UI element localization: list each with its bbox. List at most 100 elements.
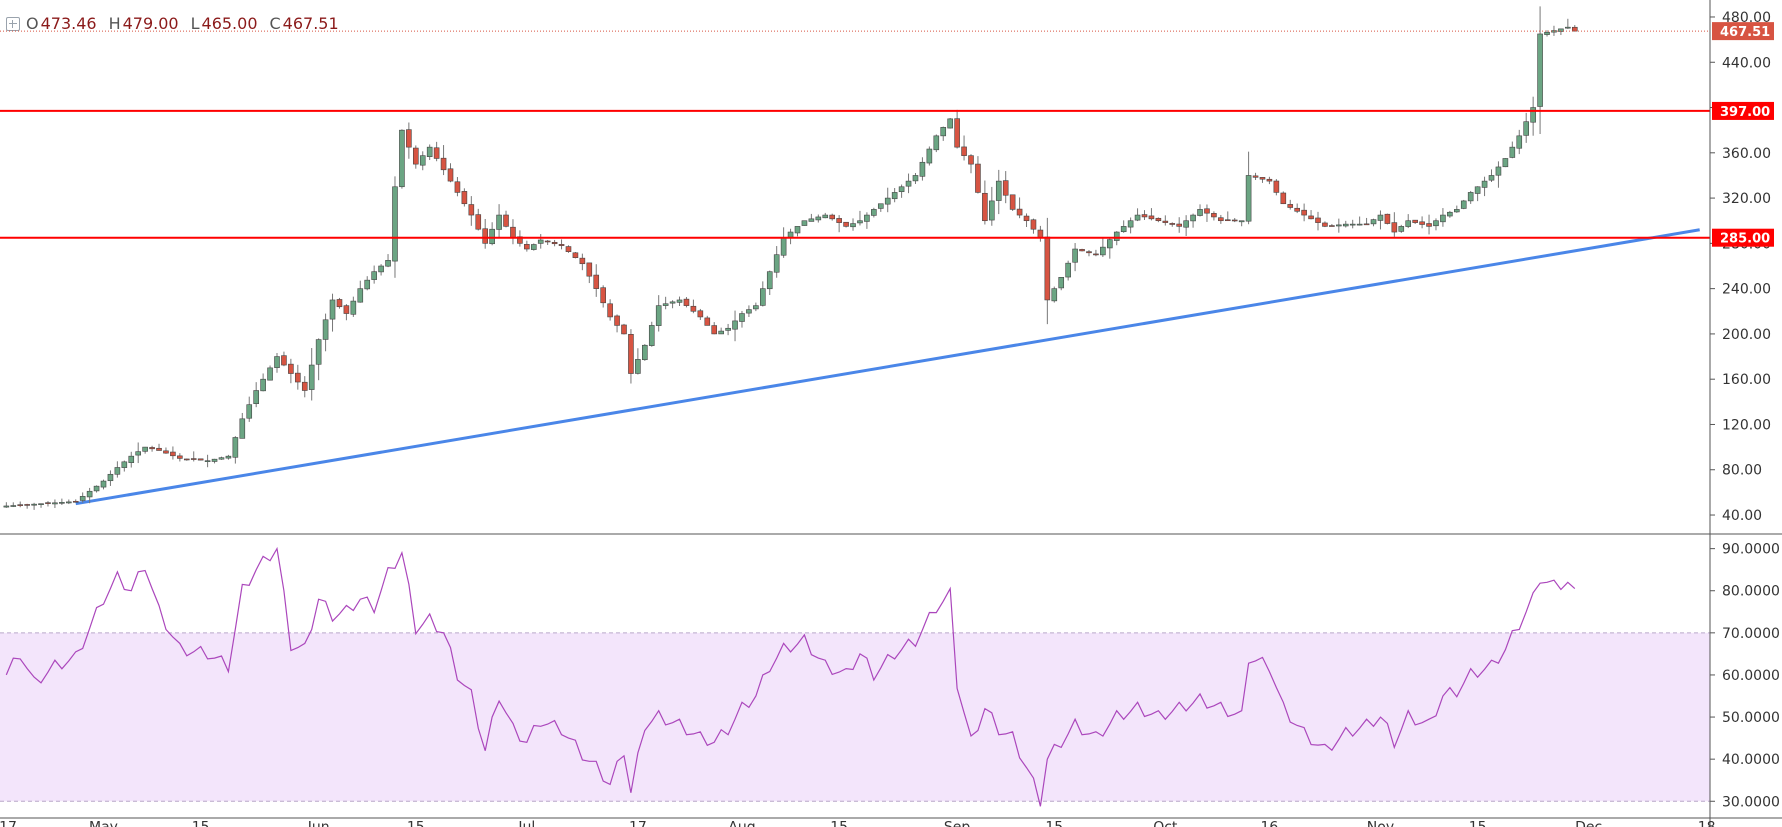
candle[interactable] <box>544 239 551 245</box>
candle[interactable] <box>884 187 891 213</box>
candle[interactable] <box>822 212 829 219</box>
candle[interactable] <box>572 251 579 259</box>
candle[interactable] <box>163 447 169 454</box>
candle[interactable] <box>31 502 37 510</box>
candle[interactable] <box>1141 210 1148 220</box>
candle[interactable] <box>753 302 759 312</box>
candle[interactable] <box>1072 243 1078 272</box>
candle[interactable] <box>412 145 419 169</box>
candle[interactable] <box>669 300 676 309</box>
candle[interactable] <box>593 264 600 297</box>
candle[interactable] <box>766 270 773 295</box>
candle[interactable] <box>128 451 135 468</box>
candle[interactable] <box>1155 217 1162 223</box>
candle[interactable] <box>1294 203 1300 214</box>
candle[interactable] <box>1322 221 1328 228</box>
candle[interactable] <box>551 239 558 247</box>
candle[interactable] <box>1079 248 1085 252</box>
candle[interactable] <box>1211 211 1217 221</box>
candle[interactable] <box>239 412 246 439</box>
trendline[interactable] <box>75 228 1700 506</box>
candle[interactable] <box>1051 286 1058 303</box>
candle[interactable] <box>850 218 856 231</box>
candle[interactable] <box>336 297 343 309</box>
candle[interactable] <box>530 243 537 251</box>
candle[interactable] <box>177 453 183 462</box>
candle[interactable] <box>905 173 912 194</box>
candle[interactable] <box>1495 161 1502 188</box>
candle[interactable] <box>135 442 141 464</box>
candle[interactable] <box>1065 260 1071 281</box>
candle[interactable] <box>1238 220 1245 227</box>
candle[interactable] <box>274 352 280 373</box>
candle[interactable] <box>59 498 65 505</box>
candle[interactable] <box>1474 186 1481 202</box>
candle[interactable] <box>1176 217 1182 233</box>
candle[interactable] <box>1502 158 1509 168</box>
legend-toggle-icon[interactable] <box>6 16 20 31</box>
candle[interactable] <box>718 327 724 335</box>
candle[interactable] <box>655 295 662 332</box>
candle[interactable] <box>1551 25 1557 36</box>
candle[interactable] <box>52 499 58 509</box>
candle[interactable] <box>940 126 947 141</box>
candle[interactable] <box>1363 217 1370 226</box>
candle[interactable] <box>829 213 836 221</box>
candle[interactable] <box>871 207 877 218</box>
candle[interactable] <box>301 376 308 398</box>
candle[interactable] <box>364 276 371 291</box>
candle[interactable] <box>253 382 259 408</box>
candle[interactable] <box>843 221 849 228</box>
candle[interactable] <box>399 129 405 189</box>
candle[interactable] <box>628 329 634 384</box>
candle[interactable] <box>1565 18 1571 29</box>
candle[interactable] <box>1342 220 1349 228</box>
candle[interactable] <box>1231 217 1238 223</box>
candle[interactable] <box>891 188 898 203</box>
candle[interactable] <box>1100 238 1106 258</box>
candle[interactable] <box>1002 171 1009 204</box>
candle[interactable] <box>308 348 315 401</box>
candle[interactable] <box>683 297 690 308</box>
candle[interactable] <box>725 323 731 336</box>
candle[interactable] <box>1447 210 1453 218</box>
candle[interactable] <box>468 196 475 226</box>
candle[interactable] <box>1009 194 1016 211</box>
candle[interactable] <box>697 308 704 320</box>
candle[interactable] <box>232 436 239 464</box>
candle[interactable] <box>989 186 995 226</box>
candle[interactable] <box>489 222 495 246</box>
candle[interactable] <box>1273 179 1280 196</box>
candle[interactable] <box>79 492 86 503</box>
candle[interactable] <box>503 210 509 228</box>
candle[interactable] <box>954 109 960 149</box>
candle[interactable] <box>3 502 10 508</box>
candle[interactable] <box>447 163 454 183</box>
candle[interactable] <box>1266 176 1273 185</box>
candle[interactable] <box>1162 215 1169 226</box>
candle[interactable] <box>836 215 842 233</box>
candle[interactable] <box>378 264 384 276</box>
candle[interactable] <box>864 212 870 229</box>
candle[interactable] <box>142 446 148 454</box>
candle[interactable] <box>170 446 176 460</box>
candle[interactable] <box>475 208 482 231</box>
candle[interactable] <box>732 310 738 342</box>
candle[interactable] <box>1460 199 1467 210</box>
candle[interactable] <box>454 177 461 197</box>
candle[interactable] <box>288 358 294 384</box>
candle[interactable] <box>433 141 440 162</box>
candle[interactable] <box>1370 218 1377 227</box>
candle[interactable] <box>45 501 51 507</box>
candle[interactable] <box>329 293 336 332</box>
candle[interactable] <box>1259 177 1266 183</box>
candle[interactable] <box>1412 219 1418 225</box>
candle[interactable] <box>746 305 752 317</box>
candle[interactable] <box>1384 213 1391 225</box>
candle[interactable] <box>565 245 572 253</box>
candle[interactable] <box>579 253 586 271</box>
candle[interactable] <box>919 157 926 181</box>
candle[interactable] <box>419 151 426 171</box>
candle[interactable] <box>392 176 398 278</box>
